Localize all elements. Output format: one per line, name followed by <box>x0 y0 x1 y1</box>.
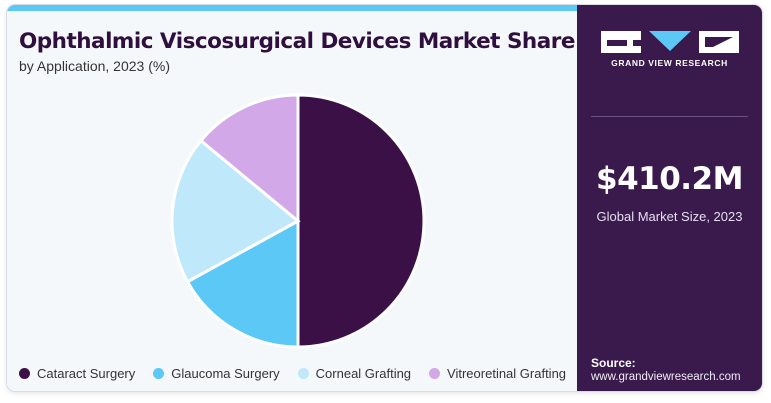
pie-slice-glaucoma-surgery <box>185 218 300 349</box>
pie-slice-cataract-surgery <box>296 93 426 349</box>
legend-item: Glaucoma Surgery <box>153 366 280 381</box>
divider <box>591 116 748 117</box>
chart-panel: Ophthalmic Viscosurgical Devices Market … <box>7 11 577 391</box>
legend-label: Glaucoma Surgery <box>171 366 280 381</box>
pie-chart <box>170 93 426 349</box>
chart-subtitle: by Application, 2023 (%) <box>19 58 170 74</box>
legend-item: Vitreoretinal Grafting <box>429 366 566 381</box>
legend-item: Cataract Surgery <box>19 366 135 381</box>
legend-label: Corneal Grafting <box>315 366 412 381</box>
market-size-value: $410.2M <box>596 161 743 197</box>
legend-swatch <box>153 368 165 379</box>
legend-swatch <box>429 368 441 379</box>
legend-item: Corneal Grafting <box>297 366 412 381</box>
accent-strip <box>7 5 577 11</box>
brand-panel: GRAND VIEW RESEARCH $410.2M Global Marke… <box>577 5 762 391</box>
pie-slice-corneal-grafting <box>170 138 301 284</box>
market-size-label: Global Market Size, 2023 <box>596 209 743 224</box>
pie-slice-vitreoretinal-grafting <box>198 93 300 225</box>
grand-view-research-logo <box>601 31 739 53</box>
legend-swatch <box>297 368 309 379</box>
legend-label: Cataract Surgery <box>37 366 136 381</box>
source-label: Source: <box>591 356 636 370</box>
chart-title: Ophthalmic Viscosurgical Devices Market … <box>19 29 575 54</box>
infographic-card: Ophthalmic Viscosurgical Devices Market … <box>7 5 762 391</box>
legend-swatch <box>19 368 30 379</box>
legend-label: Vitreoretinal Grafting <box>447 366 567 381</box>
brand-name: GRAND VIEW RESEARCH <box>611 58 728 68</box>
chart-legend: Cataract Surgery Glaucoma Surgery Corneal … <box>19 366 566 381</box>
source-url: www.grandviewresearch.com <box>591 371 741 383</box>
